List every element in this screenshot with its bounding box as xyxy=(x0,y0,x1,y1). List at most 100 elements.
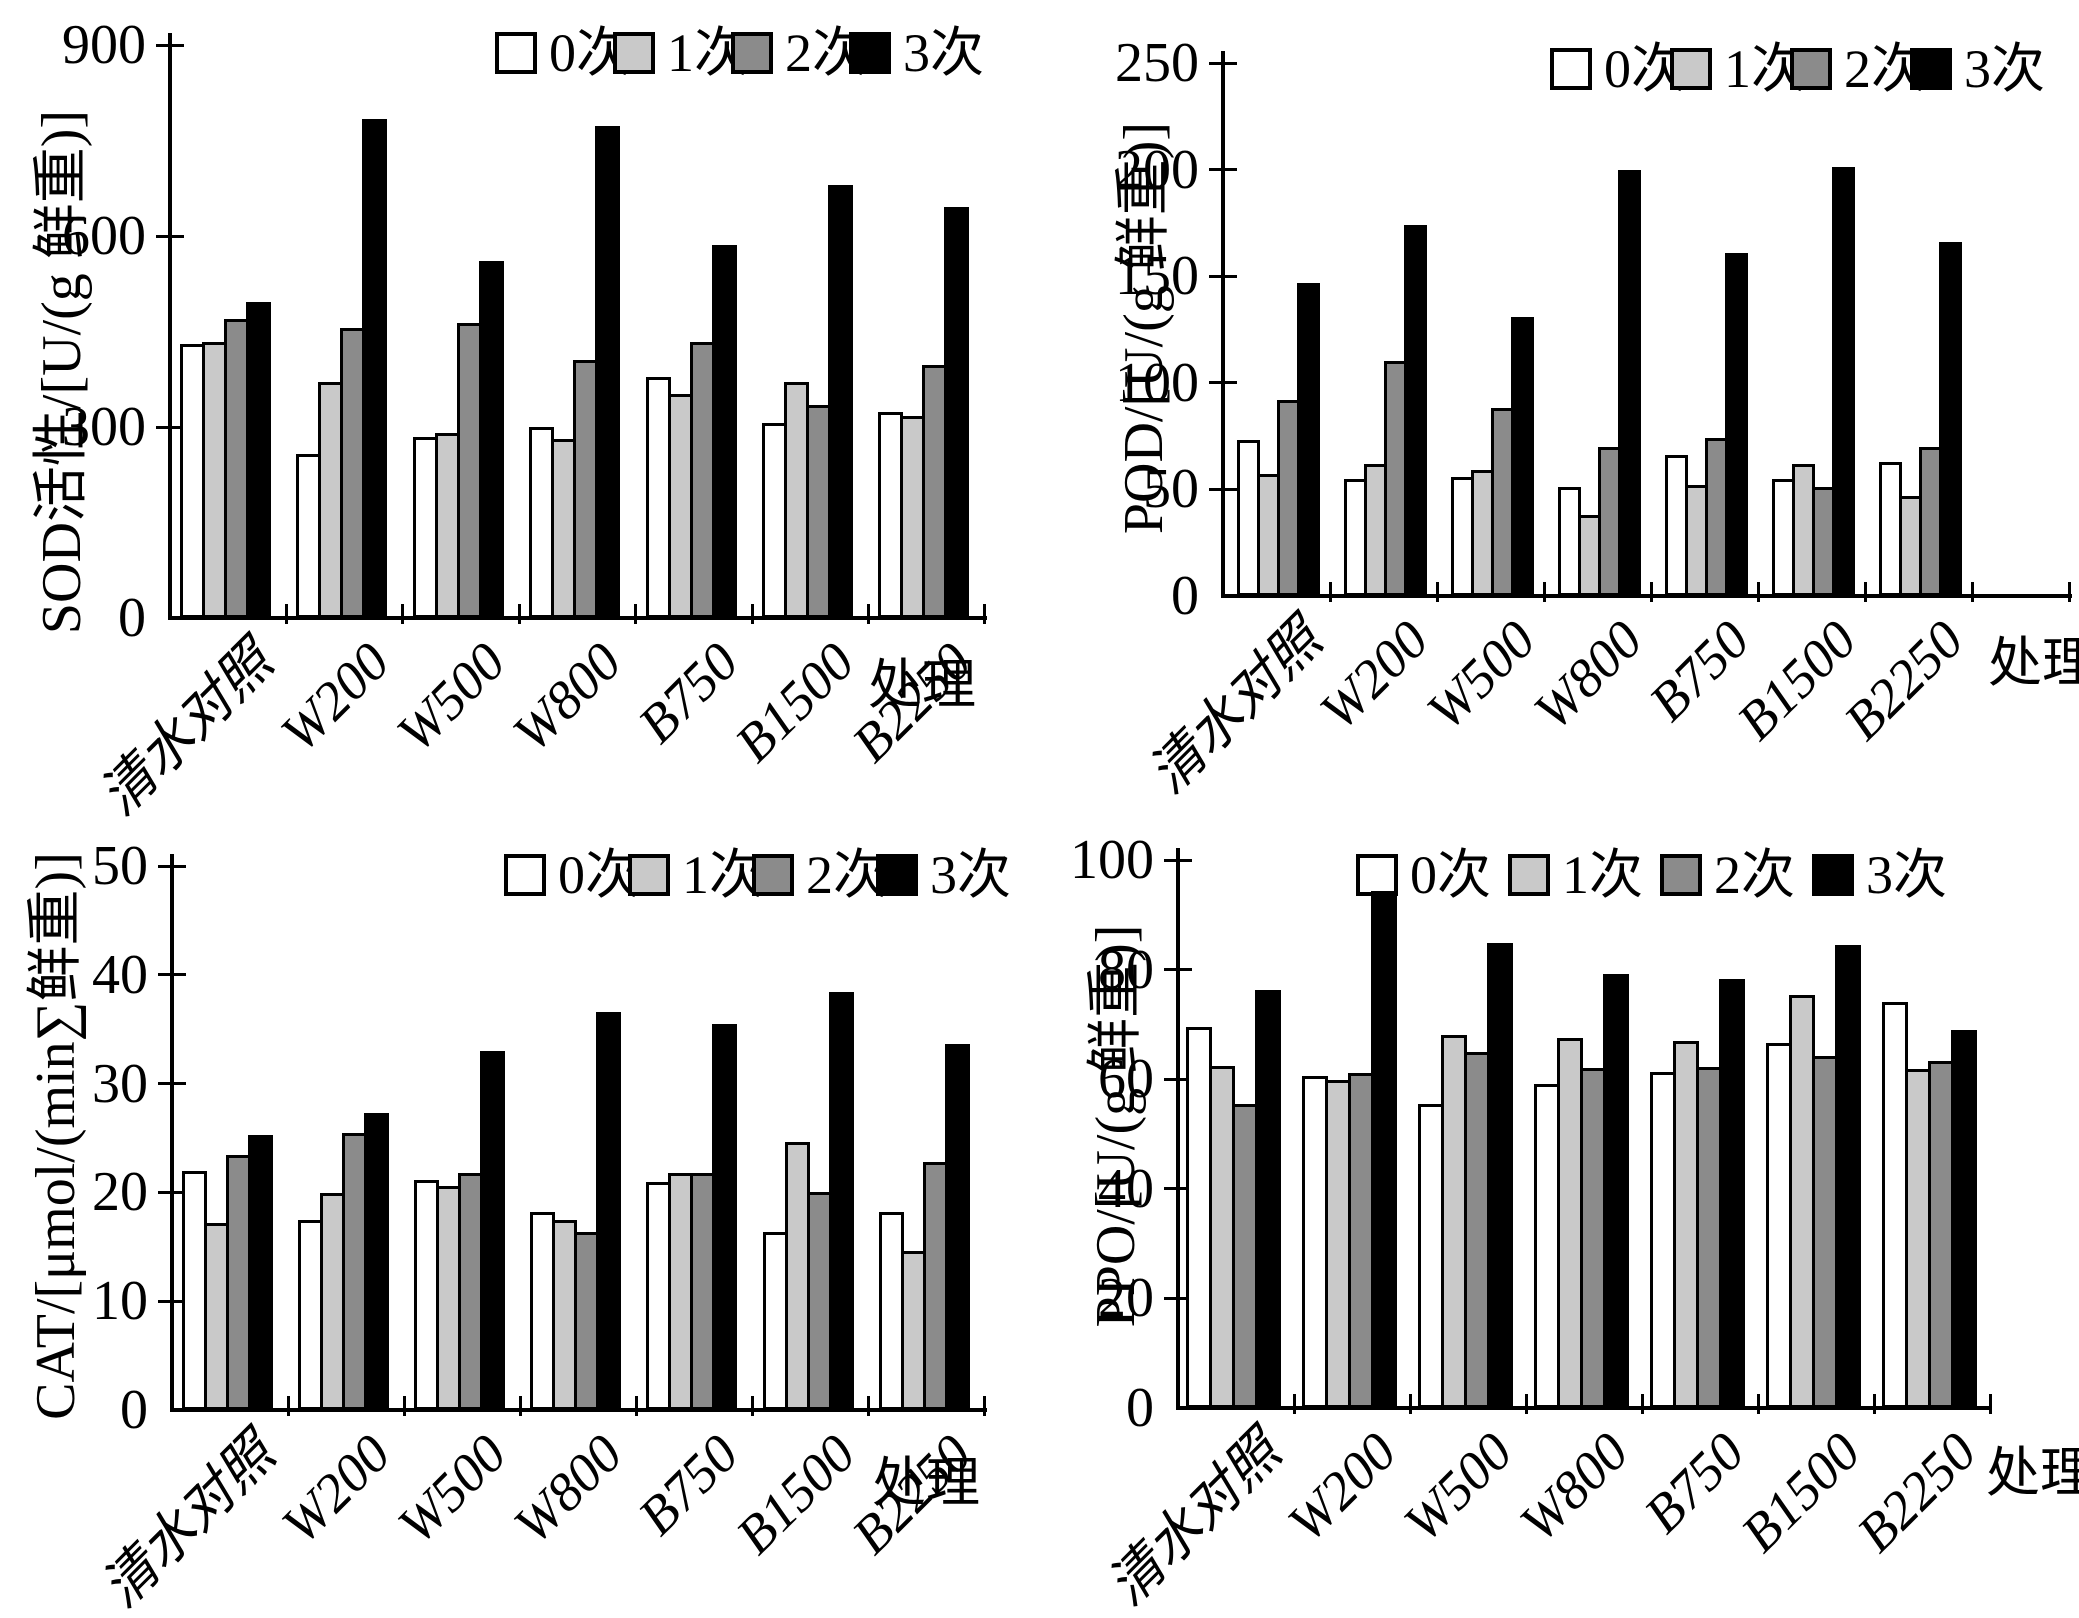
bar-3次-W500 xyxy=(478,261,504,618)
y-axis-tick xyxy=(1209,487,1237,491)
bar-3次-清水对照 xyxy=(246,301,271,618)
x-axis-tick xyxy=(634,604,638,624)
bar-2次-W800 xyxy=(574,1231,600,1410)
y-axis-tick xyxy=(156,425,184,429)
bar-1次-W500 xyxy=(436,1185,462,1410)
y-tick-label: 0 xyxy=(118,587,146,649)
legend-swatch-icon xyxy=(752,854,794,896)
legend-label: 1次 xyxy=(1562,845,1643,905)
legend-item-1次: 1次 xyxy=(628,846,763,904)
x-axis-tick xyxy=(751,1396,754,1416)
bar-3次-B750 xyxy=(711,244,737,618)
y-axis-line xyxy=(168,33,172,620)
bar-3次-B2250 xyxy=(1939,242,1962,596)
y-axis-tick xyxy=(1209,61,1237,65)
x-axis-tick xyxy=(286,1396,290,1416)
y-tick-label: 80 xyxy=(1098,938,1154,1001)
bar-2次-W800 xyxy=(573,359,599,618)
bar-3次-B2250 xyxy=(944,207,970,618)
y-tick-label: 20 xyxy=(92,1161,148,1224)
y-axis-title: PPO/[U/(g 鲜重)] xyxy=(1085,924,1147,1328)
legend-swatch-icon xyxy=(1550,48,1592,90)
y-axis-tick xyxy=(158,973,186,977)
bar-3次-W500 xyxy=(1511,316,1534,596)
legend-item-2次: 2次 xyxy=(752,846,887,904)
x-axis-line xyxy=(1221,594,2072,598)
legend-label: 3次 xyxy=(930,845,1011,905)
bar-3次-B750 xyxy=(1725,252,1748,596)
y-axis-tick xyxy=(1164,1296,1192,1300)
legend-item-3次: 3次 xyxy=(1910,40,2045,98)
y-axis-tick xyxy=(158,1190,186,1194)
legend-swatch-icon xyxy=(613,32,655,74)
bar-3次-B2250 xyxy=(944,1044,970,1410)
x-axis-tick xyxy=(517,604,521,624)
bar-3次-W800 xyxy=(595,125,621,618)
y-axis-tick xyxy=(1164,1187,1192,1191)
y-axis-tick xyxy=(1164,968,1192,972)
bar-1次-B750 xyxy=(1673,1040,1699,1408)
x-axis-title: 处理 xyxy=(872,1453,980,1513)
legend-swatch-icon xyxy=(1812,854,1854,896)
y-tick-label: 50 xyxy=(1143,458,1199,521)
y-tick-label: 50 xyxy=(92,835,148,897)
y-tick-label: 300 xyxy=(62,396,146,458)
y-axis-line xyxy=(170,854,174,1412)
x-axis-tick xyxy=(1408,1394,1412,1414)
bar-3次-W200 xyxy=(362,118,388,618)
y-axis-tick xyxy=(158,1082,186,1086)
legend-label: 2次 xyxy=(1714,845,1795,905)
legend-item-3次: 3次 xyxy=(1812,846,1947,904)
bar-3次-W800 xyxy=(1603,973,1629,1408)
x-axis-tick xyxy=(1542,582,1546,602)
x-axis-tick xyxy=(1524,1394,1528,1414)
bar-2次-W500 xyxy=(1464,1051,1490,1408)
y-tick-label: 0 xyxy=(120,1379,148,1441)
legend-item-1次: 1次 xyxy=(1670,40,1805,98)
legend-swatch-icon xyxy=(628,854,670,896)
y-axis-title: SOD活性/[U/(g 鲜重)] xyxy=(31,109,93,635)
x-axis-title: 处理 xyxy=(868,655,976,715)
legend-item-1次: 1次 xyxy=(613,24,748,82)
legend-item-2次: 2次 xyxy=(1790,40,1925,98)
x-axis-title: 处理 xyxy=(1986,1443,2079,1503)
bar-3次-B1500 xyxy=(1835,944,1861,1408)
y-tick-label: 600 xyxy=(62,205,146,267)
y-tick-label: 10 xyxy=(92,1270,148,1333)
y-tick-label: 0 xyxy=(1171,565,1199,627)
y-tick-label: 0 xyxy=(1126,1377,1154,1439)
bar-3次-清水对照 xyxy=(1255,990,1281,1408)
x-axis-tick xyxy=(518,1396,522,1416)
x-axis-tick xyxy=(284,604,288,624)
bar-3次-B2250 xyxy=(1951,1029,1977,1408)
y-tick-label: 20 xyxy=(1098,1267,1154,1330)
x-axis-tick xyxy=(1328,582,1332,602)
y-tick-label: 150 xyxy=(1115,245,1199,308)
x-axis-tick xyxy=(1872,1394,1876,1414)
legend-item-0次: 0次 xyxy=(1356,846,1491,904)
legend-label: 3次 xyxy=(1866,845,1947,905)
bar-3次-W800 xyxy=(1618,169,1641,596)
y-axis-tick xyxy=(1164,858,1192,862)
x-axis-tick xyxy=(867,1396,871,1416)
y-axis-tick xyxy=(158,1299,186,1303)
y-tick-label: 100 xyxy=(1070,829,1154,891)
bar-3次-B750 xyxy=(712,1023,738,1410)
bar-3次-W200 xyxy=(1371,890,1397,1408)
y-axis-title: POD/[U/(g 鲜重)] xyxy=(1113,121,1175,535)
y-tick-label: 60 xyxy=(1098,1048,1154,1111)
x-axis-tick xyxy=(983,604,987,624)
x-axis-line xyxy=(170,1408,987,1412)
y-tick-label: 250 xyxy=(1115,32,1199,94)
legend-label: 3次 xyxy=(1964,39,2045,99)
legend-swatch-icon xyxy=(731,32,773,74)
x-axis-tick xyxy=(1863,582,1867,602)
legend-item-2次: 2次 xyxy=(1660,846,1795,904)
y-axis-tick xyxy=(158,864,186,868)
x-axis-line xyxy=(1176,1406,1992,1410)
bar-3次-B1500 xyxy=(828,992,854,1410)
legend-swatch-icon xyxy=(495,32,537,74)
legend-label: 3次 xyxy=(903,23,984,83)
x-axis-tick xyxy=(866,604,870,624)
